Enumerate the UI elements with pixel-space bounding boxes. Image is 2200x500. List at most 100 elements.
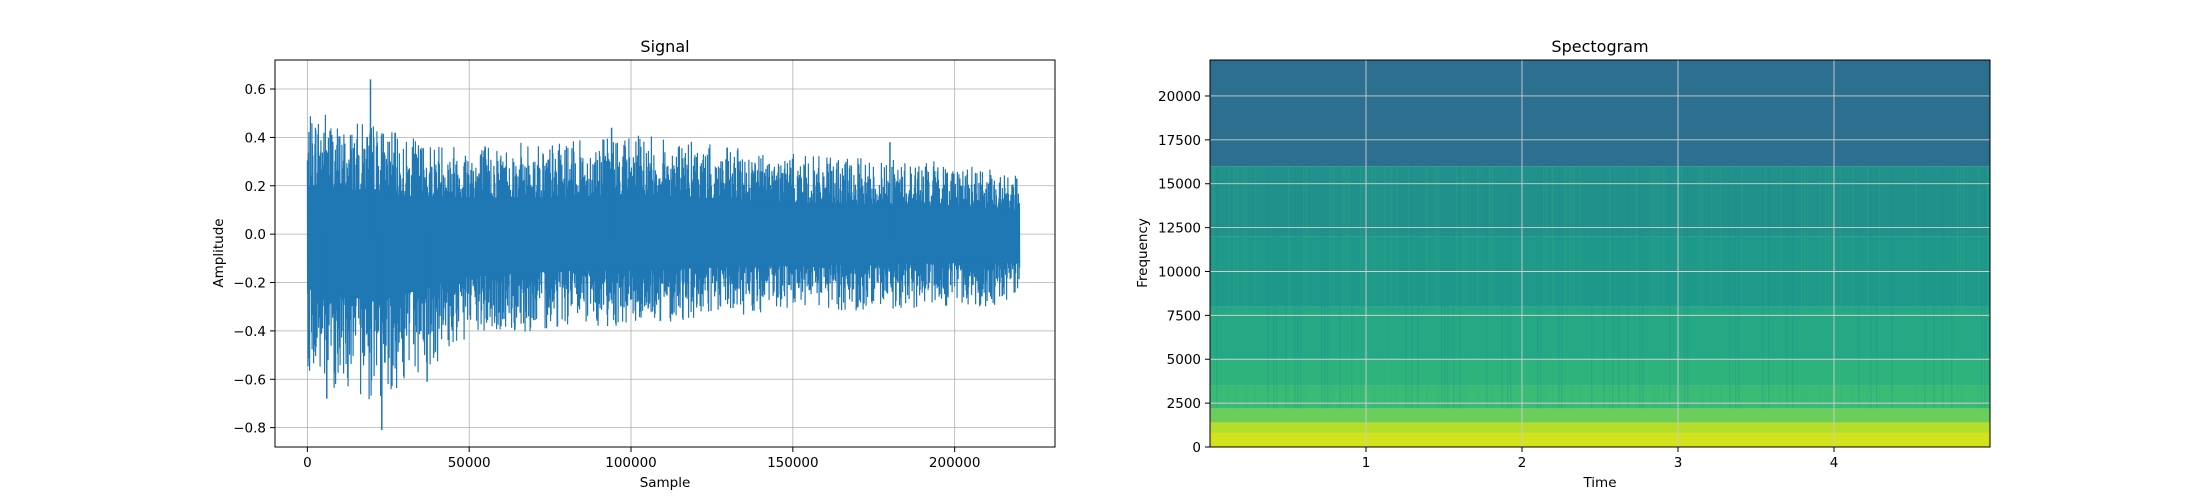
spectrogram-texture [1591,166,1593,409]
spectrogram-y-tick-label: 15000 [1158,177,1201,193]
spectrogram-texture [1426,166,1428,409]
spectrogram-band [1210,166,1990,237]
spectrogram-texture [1492,166,1494,409]
spectrogram-texture [1765,166,1767,409]
spectrogram-texture [1543,166,1545,409]
spectrogram-texture [1981,166,1983,409]
spectrogram-texture [1627,166,1629,409]
signal-core-band [307,182,1020,302]
signal-y-tick-label: 0.6 [245,82,266,98]
spectrogram-texture [1246,166,1248,409]
spectrogram-texture [1570,166,1572,409]
signal-x-tick-label: 150000 [767,455,819,471]
spectrogram-y-tick-label: 10000 [1158,264,1201,280]
spectrogram-texture [1942,166,1944,409]
spectrogram-texture [1462,166,1464,409]
spectrogram-texture [1537,166,1539,409]
spectrogram-texture [1285,166,1287,409]
spectrogram-texture [1339,166,1341,409]
signal-x-tick-label: 200000 [929,455,981,471]
spectrogram-texture [1579,166,1581,409]
signal-y-tick-label: −0.6 [233,372,266,388]
spectrogram-texture [1276,166,1278,409]
spectrogram-texture [1684,166,1686,409]
spectrogram-texture [1306,166,1308,409]
signal-y-ticks: −0.8 −0.6 −0.4 −0.2 0.0 0.2 0.4 0.6 [233,82,275,437]
spectrogram-texture [1702,166,1704,409]
spectrogram-texture [1303,166,1305,409]
signal-x-axis-label: Sample [640,475,691,491]
spectrogram-texture [1573,166,1575,409]
spectrogram-texture [1825,166,1827,409]
signal-y-tick-label: −0.8 [233,421,266,437]
spectrogram-texture [1273,166,1275,409]
spectrogram-texture [1876,166,1878,409]
spectrogram-texture [1486,166,1488,409]
spectrogram-texture [1351,166,1353,409]
spectrogram-texture [1951,166,1953,409]
spectrogram-x-tick-label: 2 [1518,455,1527,471]
signal-x-ticks: 0 50000 100000 150000 200000 [303,447,980,471]
spectrogram-x-tick-label: 3 [1674,455,1683,471]
spectrogram-texture [1213,166,1215,409]
spectrogram-y-tick-label: 5000 [1167,352,1201,368]
spectrogram-texture [1654,166,1656,409]
spectrogram-texture [1792,166,1794,409]
signal-y-tick-label: −0.4 [233,324,266,340]
spectrogram-texture [1804,166,1806,409]
spectrogram-texture [1603,166,1605,409]
spectrogram-texture [1360,166,1362,409]
spectrogram-texture [1669,166,1671,409]
spectrogram-texture [1735,166,1737,409]
spectrogram-texture [1456,166,1458,409]
spectrogram-texture [1987,166,1989,409]
spectrogram-texture [1327,166,1329,409]
spectrogram-texture [1699,166,1701,409]
spectrogram-texture [1858,166,1860,409]
spectrogram-texture [1564,166,1566,409]
spectrogram-texture [1507,166,1509,409]
spectrogram-y-tick-label: 0 [1192,440,1201,456]
spectrogram-texture [1651,166,1653,409]
spectrogram-y-tick-label: 2500 [1167,396,1201,412]
signal-series [306,79,1021,431]
spectrogram-texture [1780,166,1782,409]
spectrogram-texture [1639,166,1641,409]
spectrogram-texture [1561,166,1563,409]
spectrogram-texture [1984,166,1986,409]
spectrogram-texture [1558,166,1560,409]
spectrogram-texture [1417,166,1419,409]
spectrogram-texture [1477,166,1479,409]
signal-y-tick-label: 0.2 [245,179,266,195]
spectrogram-band [1210,60,1990,167]
spectrogram-texture [1738,166,1740,409]
spectrogram-y-tick-label: 17500 [1158,133,1201,149]
spectrogram-texture [1243,166,1245,409]
spectrogram-texture [1384,166,1386,409]
spectrogram-texture [1234,166,1236,409]
spectrogram-texture [1405,166,1407,409]
spectrogram-chart: Spectogram 1 2 3 4 0 2500 5000 7500 10000 12500 1… [1135,37,1991,491]
spectrogram-texture [1552,166,1554,409]
spectrogram-texture [1729,166,1731,409]
spectrogram-texture [1681,166,1683,409]
spectrogram-texture [1297,166,1299,409]
spectrogram-y-tick-label: 12500 [1158,221,1201,237]
signal-plot-frame [274,59,1056,448]
spectrogram-texture [1768,166,1770,409]
spectrogram-texture [1609,166,1611,409]
spectrogram-texture [1501,166,1503,409]
spectrogram-texture [1963,166,1965,409]
spectrogram-grid [1210,60,1990,447]
spectrogram-texture [1636,166,1638,409]
spectrogram-texture [1267,166,1269,409]
spectrogram-texture [1891,166,1893,409]
spectrogram-texture [1960,166,1962,409]
spectrogram-texture [1435,166,1437,409]
spectrogram-texture [1831,166,1833,409]
spectrogram-y-tick-label: 7500 [1167,308,1201,324]
spectrogram-texture [1390,166,1392,409]
spectrogram-texture [1294,166,1296,409]
signal-x-tick-label: 100000 [605,455,657,471]
spectrogram-texture [1324,166,1326,409]
